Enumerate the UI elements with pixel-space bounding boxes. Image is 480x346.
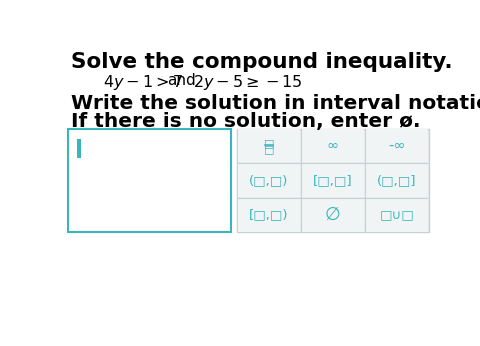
- FancyBboxPatch shape: [365, 129, 427, 162]
- Text: and: and: [167, 73, 195, 88]
- FancyBboxPatch shape: [365, 199, 427, 232]
- Text: □∪□: □∪□: [379, 209, 413, 222]
- Text: Solve the compound inequality.: Solve the compound inequality.: [71, 52, 452, 72]
- Text: $4y-1>7$: $4y-1>7$: [103, 73, 182, 92]
- Text: ∅: ∅: [324, 206, 340, 224]
- Text: □: □: [263, 145, 274, 155]
- FancyBboxPatch shape: [301, 164, 363, 197]
- FancyBboxPatch shape: [301, 199, 363, 232]
- FancyBboxPatch shape: [237, 164, 300, 197]
- FancyBboxPatch shape: [68, 128, 230, 233]
- FancyBboxPatch shape: [237, 129, 300, 162]
- Text: [□,□]: [□,□]: [312, 174, 352, 187]
- Text: $2y-5\geq-15$: $2y-5\geq-15$: [193, 73, 302, 92]
- Text: (□,□): (□,□): [249, 174, 288, 187]
- FancyBboxPatch shape: [237, 199, 300, 232]
- Text: ∞: ∞: [326, 138, 338, 153]
- Text: □: □: [263, 138, 274, 148]
- FancyBboxPatch shape: [301, 129, 363, 162]
- Text: Write the solution in interval notation.: Write the solution in interval notation.: [71, 94, 480, 113]
- Text: [□,□): [□,□): [249, 209, 288, 222]
- Text: (□,□]: (□,□]: [376, 174, 416, 187]
- Text: -∞: -∞: [387, 138, 405, 153]
- FancyBboxPatch shape: [236, 128, 428, 233]
- FancyBboxPatch shape: [365, 164, 427, 197]
- FancyBboxPatch shape: [77, 138, 81, 158]
- Text: If there is no solution, enter ø.: If there is no solution, enter ø.: [71, 112, 420, 130]
